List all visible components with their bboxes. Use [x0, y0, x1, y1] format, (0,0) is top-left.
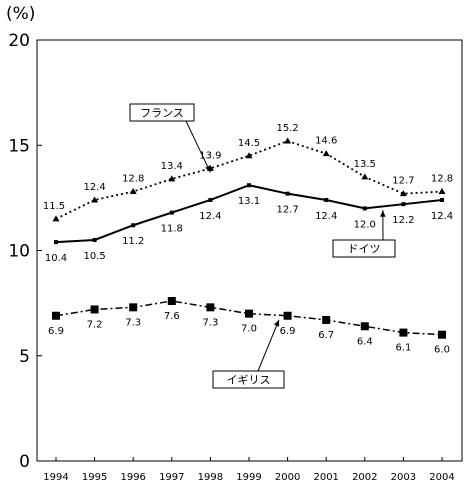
data-label: 6.9: [48, 326, 64, 337]
series-germany: [54, 183, 444, 244]
x-tick-label: 2000: [275, 472, 300, 483]
data-point-marker: [170, 211, 174, 215]
data-point-marker: [399, 329, 407, 337]
data-point-marker: [168, 297, 176, 305]
data-point-marker: [286, 192, 290, 196]
data-label: 12.8: [431, 174, 453, 185]
data-label: 14.6: [315, 136, 337, 147]
data-label: 13.1: [238, 196, 260, 207]
data-label: 6.7: [318, 330, 334, 341]
legend-series-name: ドイツ: [348, 243, 381, 256]
callout-pointer: [258, 320, 279, 371]
data-label: 6.1: [395, 343, 411, 354]
series-layer: [52, 138, 446, 339]
data-label: 7.3: [125, 317, 141, 328]
data-point-marker: [93, 238, 97, 242]
y-tick-label: 5: [19, 347, 30, 367]
data-point-marker: [323, 150, 330, 156]
x-tick-label: 1994: [43, 472, 68, 483]
data-label: 13.5: [354, 159, 376, 170]
data-label: 10.4: [45, 253, 67, 264]
y-tick-label: 20: [8, 31, 30, 51]
data-label: 6.9: [280, 326, 296, 337]
data-label: 11.2: [122, 236, 144, 247]
x-tick-label: 2001: [313, 472, 338, 483]
legend-series-name: イギリス: [227, 374, 271, 387]
callout-pointer: [186, 121, 210, 172]
data-point-marker: [245, 310, 253, 318]
callout-arrowhead: [380, 210, 385, 216]
data-point-marker: [284, 138, 291, 144]
y-tick-label: 0: [19, 452, 30, 472]
data-label: 7.0: [241, 324, 257, 335]
data-label: 14.5: [238, 138, 260, 149]
callout-germany: ドイツ: [333, 210, 395, 257]
x-tick-label: 2002: [352, 472, 377, 483]
series-france: [53, 138, 446, 222]
data-label: 13.4: [161, 161, 183, 172]
x-tick-label: 2003: [391, 472, 416, 483]
data-label: 6.0: [434, 345, 450, 356]
legend-series-name: フランス: [140, 107, 184, 120]
data-point-marker: [53, 215, 60, 221]
data-label: 12.4: [431, 211, 453, 222]
data-point-marker: [52, 312, 60, 320]
data-label: 7.3: [202, 317, 218, 328]
data-point-marker: [322, 316, 330, 324]
data-point-marker: [440, 198, 444, 202]
data-point-marker: [363, 206, 367, 210]
data-point-marker: [206, 303, 214, 311]
data-point-marker: [324, 198, 328, 202]
data-label: 7.6: [164, 311, 180, 322]
x-tick-label: 2004: [429, 472, 454, 483]
data-label: 12.7: [276, 205, 298, 216]
y-axis-label: (%): [6, 4, 35, 24]
data-point-marker: [284, 312, 292, 320]
data-label: 11.8: [161, 224, 183, 235]
data-label: 12.2: [392, 215, 414, 226]
data-point-marker: [361, 173, 368, 179]
data-label: 7.2: [87, 319, 103, 330]
x-tick-label: 1995: [82, 472, 107, 483]
data-point-marker: [439, 188, 446, 194]
data-point-marker: [129, 303, 137, 311]
y-tick-label: 15: [8, 136, 30, 156]
data-point-marker: [361, 322, 369, 330]
data-point-marker: [130, 188, 137, 194]
data-point-marker: [438, 331, 446, 339]
x-tick-label: 1998: [198, 472, 223, 483]
data-label: 12.8: [122, 174, 144, 185]
data-label: 15.2: [276, 123, 298, 134]
data-point-marker: [247, 183, 251, 187]
data-label: 12.4: [83, 182, 105, 193]
data-label: 12.4: [315, 211, 337, 222]
data-point-marker: [401, 202, 405, 206]
callout-arrowhead: [274, 320, 279, 327]
data-point-marker: [208, 198, 212, 202]
data-point-marker: [54, 240, 58, 244]
y-tick-label: 10: [8, 242, 30, 262]
data-point-marker: [131, 223, 135, 227]
data-label: 12.4: [199, 211, 221, 222]
data-label: 11.5: [43, 201, 65, 212]
data-label: 12.7: [392, 176, 414, 187]
data-label: 10.5: [83, 251, 105, 262]
data-point-marker: [91, 305, 99, 313]
x-tick-label: 1996: [120, 472, 145, 483]
data-label: 6.4: [357, 336, 373, 347]
x-tick-label: 1999: [236, 472, 261, 483]
data-label: 12.0: [354, 219, 376, 230]
x-tick-label: 1997: [159, 472, 184, 483]
